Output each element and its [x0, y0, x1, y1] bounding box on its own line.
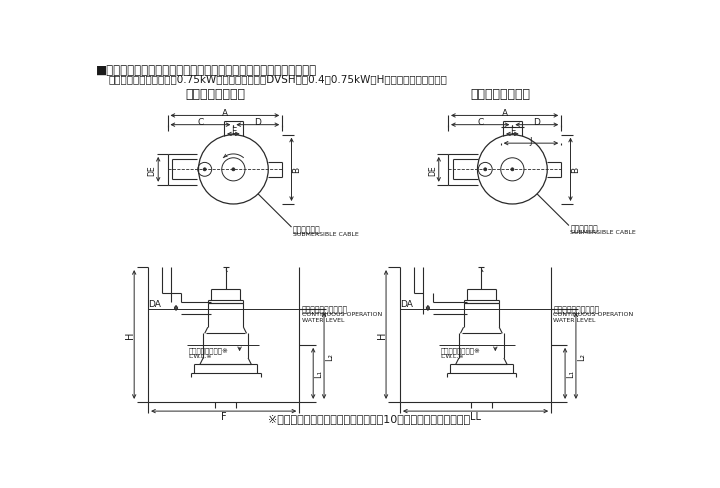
Text: 連続運転可能最低水位: 連続運転可能最低水位 [554, 305, 600, 313]
Text: H: H [125, 331, 135, 339]
Text: F: F [221, 411, 227, 421]
Text: 運転可能最低水位※: 運転可能最低水位※ [189, 346, 228, 353]
Text: 水中ケーブル: 水中ケーブル [293, 225, 321, 234]
Text: DE: DE [428, 164, 437, 175]
Text: 吐出し曲管一体形: 吐出し曲管一体形 [186, 88, 246, 101]
Text: 水中ケーブル: 水中ケーブル [570, 224, 598, 233]
Circle shape [484, 168, 487, 171]
Text: 運転可能最低水位※: 運転可能最低水位※ [441, 346, 480, 353]
Text: SUBMERSIBLE CABLE: SUBMERSIBLE CABLE [293, 231, 359, 237]
Text: D: D [534, 118, 540, 127]
Text: L₁: L₁ [566, 369, 575, 378]
Text: CONTINUOUS OPERATION: CONTINUOUS OPERATION [302, 311, 382, 316]
Text: L₁: L₁ [314, 369, 323, 378]
Text: C: C [197, 118, 204, 127]
Text: L.W.L.※: L.W.L.※ [441, 353, 464, 358]
Text: DA: DA [400, 299, 413, 308]
Text: CONTINUOUS OPERATION: CONTINUOUS OPERATION [554, 311, 634, 316]
Text: E: E [510, 127, 515, 136]
Text: DA: DA [148, 299, 161, 308]
Text: L.W.L.※: L.W.L.※ [189, 353, 212, 358]
Text: WATER LEVEL: WATER LEVEL [302, 318, 344, 323]
Text: LL: LL [470, 411, 481, 421]
Text: A: A [502, 109, 508, 118]
Text: B: B [571, 167, 580, 173]
Text: B: B [292, 167, 301, 173]
Text: 連続運転可能最低水位: 連続運転可能最低水位 [302, 305, 348, 313]
Text: SUBMERSIBLE CABLE: SUBMERSIBLE CABLE [570, 230, 636, 235]
Circle shape [203, 168, 206, 171]
Text: A: A [222, 109, 228, 118]
Text: J: J [530, 136, 532, 145]
Circle shape [232, 168, 235, 171]
Text: WATER LEVEL: WATER LEVEL [554, 318, 596, 323]
Text: 吐出し曲管分割形: 吐出し曲管分割形 [471, 88, 531, 101]
Text: C: C [477, 118, 483, 127]
Text: ■外形寸法図　計画・実施に際しては納入仕様書をご請求ください。: ■外形寸法図 計画・実施に際しては納入仕様書をご請求ください。 [96, 64, 318, 77]
Text: ※　運転可能最低水位での運転時間は10分以内にしてください。: ※ 運転可能最低水位での運転時間は10分以内にしてください。 [268, 413, 470, 423]
Text: L₂: L₂ [325, 352, 334, 360]
Text: E: E [230, 127, 236, 136]
Text: H: H [377, 331, 387, 339]
Circle shape [510, 168, 514, 171]
Text: D: D [254, 118, 261, 127]
Text: L₂: L₂ [577, 352, 586, 360]
Text: 非自動形（異電圧仕様0.75kW以下及び高温仕様DVSH型の0.4、0.75kWはH寸法が異なります。）: 非自動形（異電圧仕様0.75kW以下及び高温仕様DVSH型の0.4、0.75kW… [109, 74, 447, 84]
Text: DE: DE [148, 164, 156, 175]
